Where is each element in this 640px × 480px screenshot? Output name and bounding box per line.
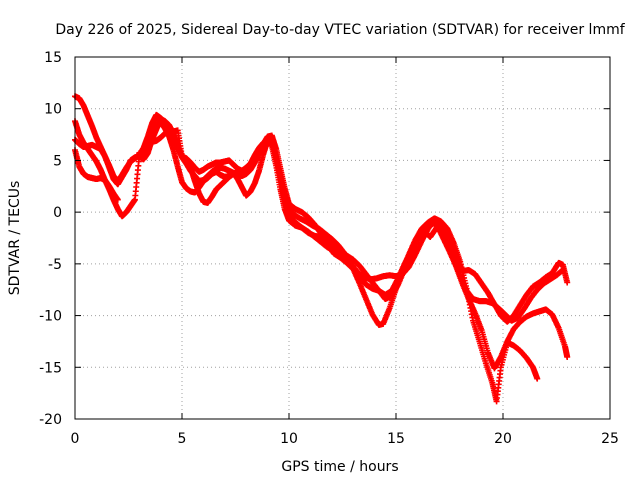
y-tick-label: -10 bbox=[39, 309, 62, 325]
data-point bbox=[564, 279, 571, 286]
y-tick-label: 15 bbox=[44, 50, 62, 66]
plot-frame bbox=[74, 56, 611, 420]
y-axis-label: SDTVAR / TECUs bbox=[7, 181, 23, 296]
chart-title: Day 226 of 2025, Sidereal Day-to-day VTE… bbox=[55, 22, 625, 38]
y-tick-label: -5 bbox=[48, 257, 62, 273]
y-tick-label: 5 bbox=[53, 153, 62, 169]
x-tick-label: 20 bbox=[494, 431, 512, 447]
x-tick-label: 0 bbox=[71, 431, 80, 447]
grid-lines bbox=[75, 57, 610, 419]
y-tick-label: 10 bbox=[44, 102, 62, 118]
x-axis-label: GPS time / hours bbox=[281, 459, 398, 475]
data-points bbox=[72, 93, 571, 405]
x-tick-label: 5 bbox=[178, 431, 187, 447]
data-point bbox=[534, 375, 541, 382]
data-point bbox=[114, 196, 121, 203]
data-point bbox=[564, 353, 571, 360]
x-tick-label: 10 bbox=[280, 431, 298, 447]
series-track-4 bbox=[72, 113, 571, 325]
series-track-1 bbox=[72, 93, 566, 324]
series-track-3 bbox=[72, 116, 541, 405]
y-tick-label: -15 bbox=[39, 360, 62, 376]
y-tick-label: 0 bbox=[53, 205, 62, 221]
y-tick-label: -20 bbox=[39, 412, 62, 428]
x-tick-label: 15 bbox=[387, 431, 405, 447]
axis-ticks: 0 5 10 15 20 25 -20 -15 -10 -5 0 5 10 15 bbox=[39, 50, 619, 447]
x-tick-label: 25 bbox=[601, 431, 619, 447]
